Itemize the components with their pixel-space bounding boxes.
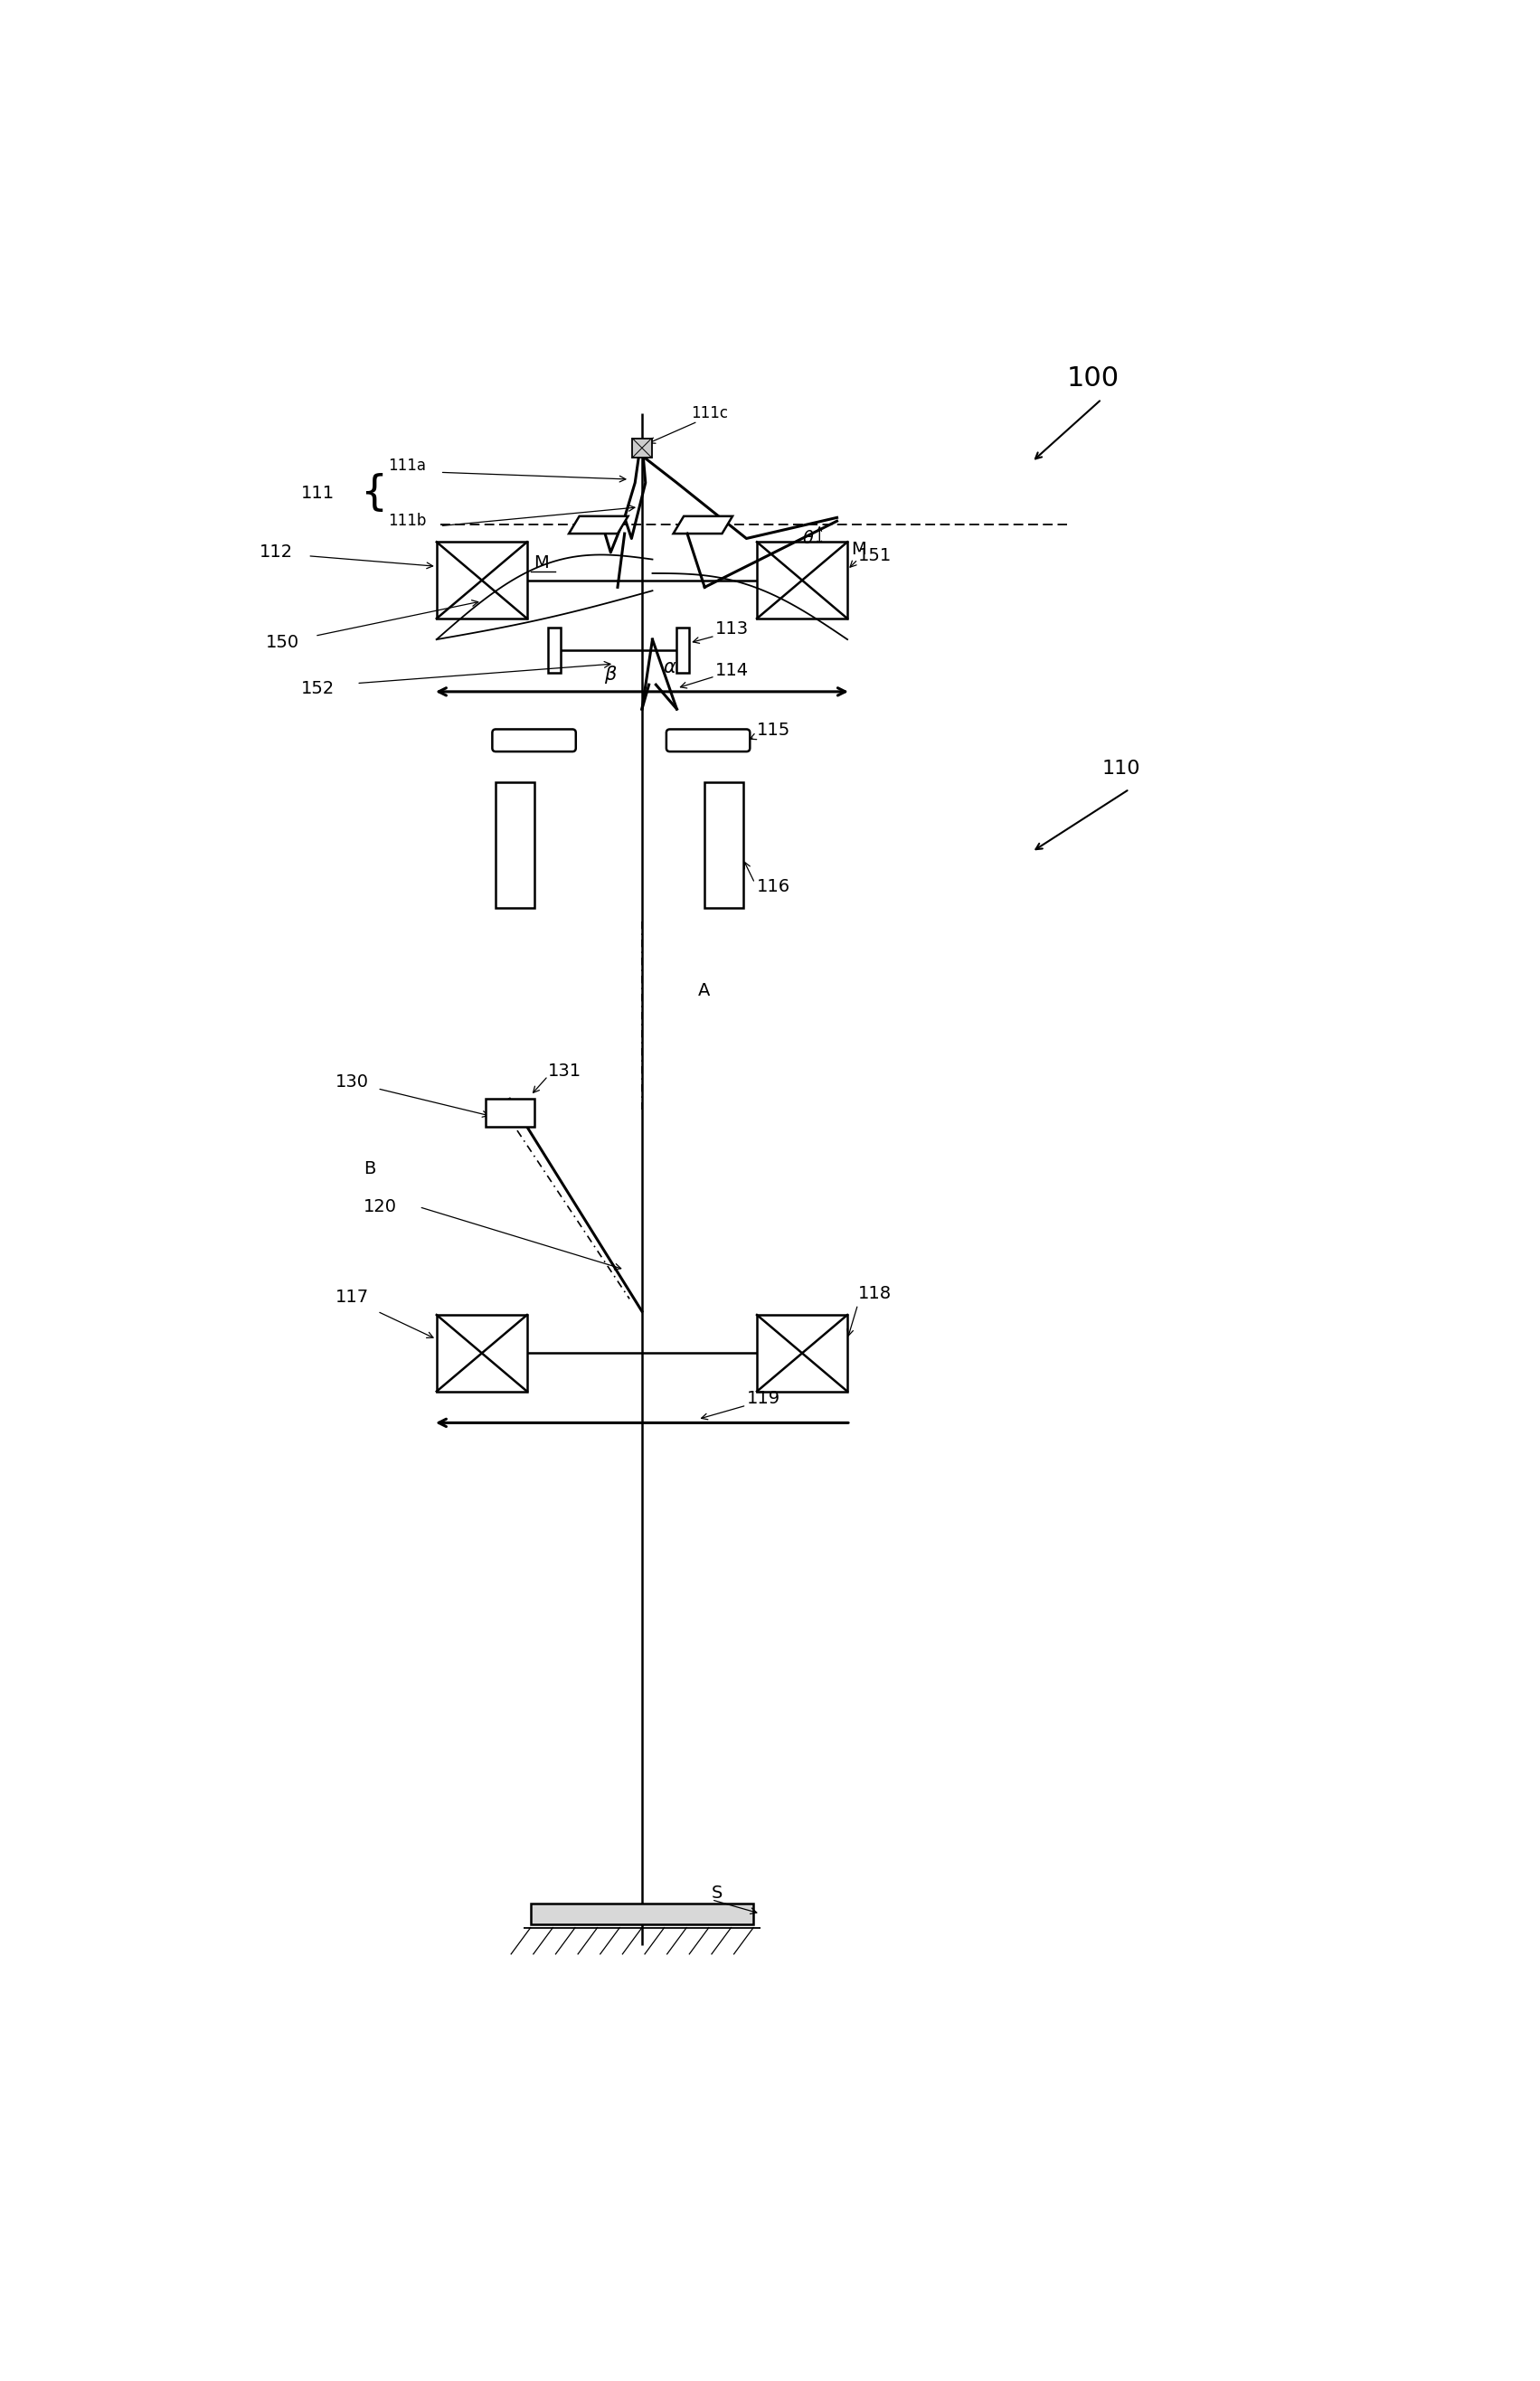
Text: 114: 114 — [715, 662, 748, 679]
Text: 116: 116 — [756, 879, 790, 895]
Text: 120: 120 — [363, 1198, 397, 1217]
Text: 100: 100 — [1067, 364, 1120, 390]
Text: S: S — [711, 1883, 722, 1902]
Text: $\alpha$: $\alpha$ — [662, 657, 678, 676]
Text: 112: 112 — [259, 543, 293, 562]
Text: 131: 131 — [548, 1062, 582, 1079]
Polygon shape — [673, 517, 733, 533]
Text: 111c: 111c — [691, 405, 728, 421]
Bar — [436, 1314, 527, 1391]
Text: {: { — [360, 474, 387, 514]
Text: 130: 130 — [336, 1074, 370, 1090]
Bar — [496, 783, 534, 907]
Text: $\theta$: $\theta$ — [802, 531, 815, 548]
Text: 115: 115 — [756, 721, 790, 738]
Bar — [705, 783, 742, 907]
Polygon shape — [485, 1100, 534, 1126]
Text: 152: 152 — [300, 679, 334, 698]
Bar — [756, 1314, 847, 1391]
Bar — [531, 1902, 753, 1924]
FancyBboxPatch shape — [667, 729, 750, 752]
Bar — [548, 626, 561, 671]
Text: 118: 118 — [858, 1286, 892, 1302]
Bar — [676, 626, 690, 671]
Bar — [756, 543, 847, 619]
Text: M: M — [534, 555, 550, 571]
FancyBboxPatch shape — [493, 729, 576, 752]
Text: 111: 111 — [300, 486, 334, 502]
Text: 151: 151 — [858, 548, 892, 564]
Bar — [633, 438, 651, 457]
Text: 111b: 111b — [388, 512, 427, 529]
Text: M: M — [852, 540, 865, 557]
Bar — [436, 543, 527, 619]
Text: 119: 119 — [747, 1391, 779, 1407]
Text: B: B — [363, 1160, 376, 1176]
Text: 113: 113 — [715, 621, 748, 638]
Text: $\beta$: $\beta$ — [604, 664, 618, 686]
Text: 110: 110 — [1101, 760, 1140, 776]
Text: 111a: 111a — [388, 457, 427, 474]
Polygon shape — [568, 517, 628, 533]
Text: 150: 150 — [266, 633, 300, 652]
Text: 117: 117 — [336, 1288, 370, 1307]
Text: A: A — [698, 983, 710, 1000]
